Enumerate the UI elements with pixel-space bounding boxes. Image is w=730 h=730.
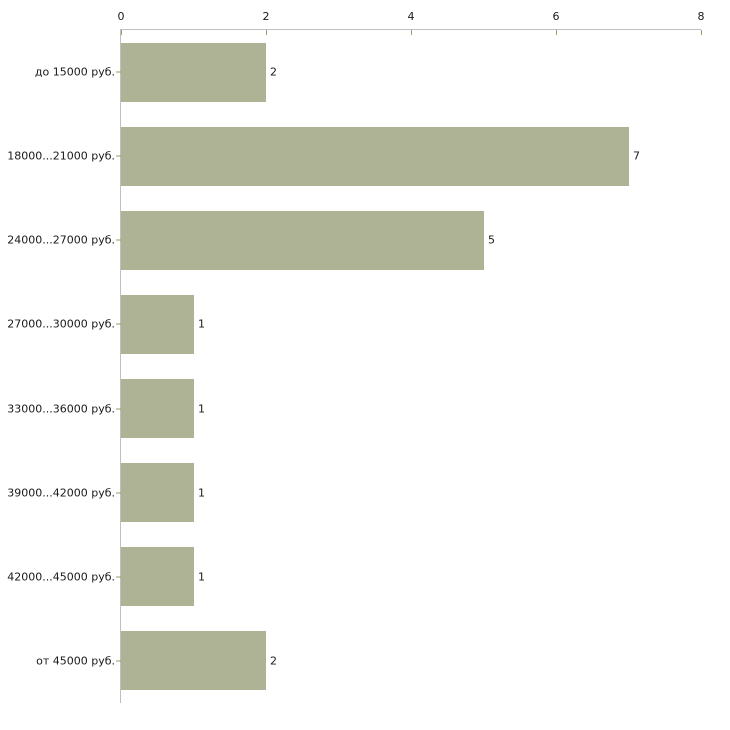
bar[interactable] — [121, 547, 194, 606]
category-label: 33000...36000 руб. — [7, 402, 115, 416]
x-axis-tick-mark — [266, 30, 267, 35]
category-label: до 15000 руб. — [34, 65, 115, 79]
bar-value-label: 1 — [198, 317, 205, 331]
y-axis-tick-mark — [116, 492, 121, 494]
x-axis-tick-mark — [701, 30, 702, 35]
bar-value-label: 5 — [488, 233, 495, 247]
bar[interactable] — [121, 211, 484, 270]
category-label: 42000...45000 руб. — [7, 570, 115, 584]
x-axis-tick-label: 2 — [262, 10, 270, 23]
category-label: 39000...42000 руб. — [7, 486, 115, 500]
y-axis-tick-mark — [116, 408, 121, 410]
y-axis-tick-mark — [116, 239, 121, 241]
y-axis-tick-mark — [116, 155, 121, 157]
bar-value-label: 1 — [198, 402, 205, 416]
category-label: 24000...27000 руб. — [7, 233, 115, 247]
y-axis-line — [120, 29, 121, 703]
bar-value-label: 1 — [198, 570, 205, 584]
x-axis-tick-label: 0 — [117, 10, 125, 23]
bar-value-label: 7 — [633, 149, 640, 163]
y-axis-tick-mark — [116, 576, 121, 578]
x-axis-tick-mark — [556, 30, 557, 35]
bar[interactable] — [121, 463, 194, 522]
category-label: 18000...21000 руб. — [7, 149, 115, 163]
bar[interactable] — [121, 631, 266, 690]
x-axis-tick-label: 4 — [407, 10, 415, 23]
y-axis-tick-mark — [116, 71, 121, 73]
bar-value-label: 2 — [270, 654, 277, 668]
x-axis-tick-mark — [121, 30, 122, 35]
bar-value-label: 2 — [270, 65, 277, 79]
bar[interactable] — [121, 43, 266, 102]
x-axis-tick-label: 6 — [552, 10, 560, 23]
bar[interactable] — [121, 127, 629, 186]
x-axis-tick-label: 8 — [697, 10, 705, 23]
bar[interactable] — [121, 379, 194, 438]
bar[interactable] — [121, 295, 194, 354]
category-label: 27000...30000 руб. — [7, 317, 115, 331]
x-axis-tick-mark — [411, 30, 412, 35]
bar-value-label: 1 — [198, 486, 205, 500]
x-axis-line — [121, 29, 701, 30]
y-axis-tick-mark — [116, 323, 121, 325]
category-label: от 45000 руб. — [36, 654, 115, 668]
y-axis-tick-mark — [116, 660, 121, 662]
